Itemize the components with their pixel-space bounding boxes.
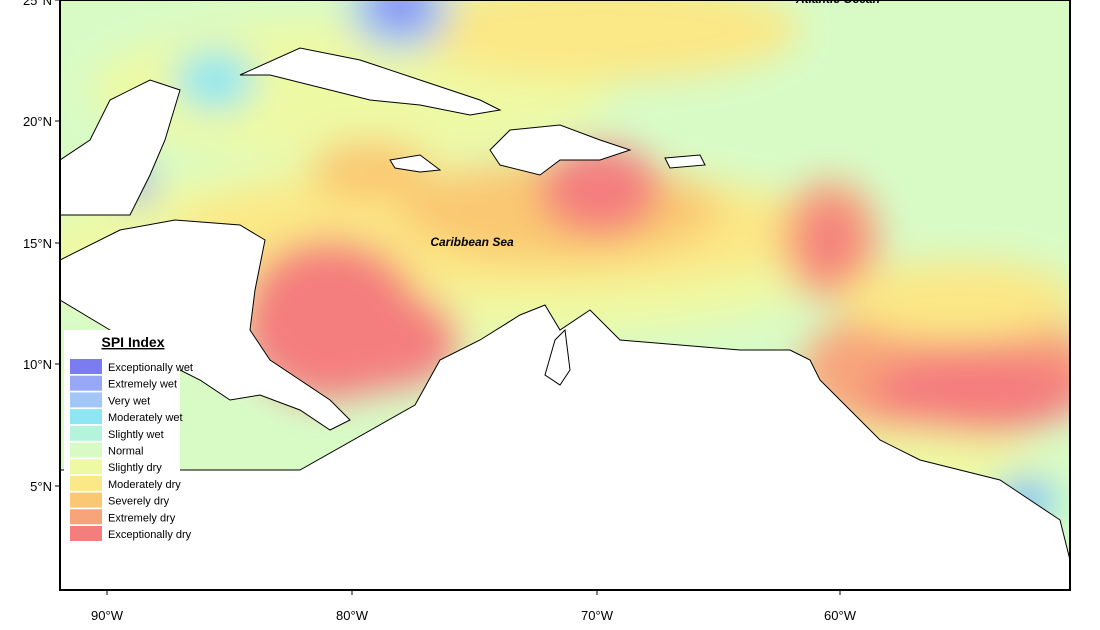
legend-swatch (70, 526, 102, 541)
legend-swatch (70, 375, 102, 391)
legend-swatch (70, 409, 102, 425)
legend-swatch (70, 459, 102, 475)
legend-title: SPI Index (101, 334, 164, 350)
legend-label: Very wet (108, 395, 150, 407)
legend-swatch (70, 425, 102, 441)
legend-swatch (70, 359, 102, 374)
lat-tick-label: 20°N (23, 114, 52, 129)
legend-label: Slightly wet (108, 429, 164, 441)
legend-label: Moderately wet (108, 412, 183, 424)
legend-swatch (70, 492, 102, 508)
lat-tick-label: 15°N (23, 236, 52, 251)
lat-tick-label: 25°N (23, 0, 52, 8)
legend-swatch (70, 509, 102, 525)
land (60, 0, 1070, 590)
legend-swatch (70, 392, 102, 408)
legend-swatch (70, 475, 102, 491)
lon-tick-label: 70°W (581, 608, 614, 623)
lat-tick-label: 5°N (30, 479, 52, 494)
legend-label: Normal (108, 446, 143, 458)
legend-label: Severely dry (108, 496, 170, 508)
legend-label: Extremely wet (108, 379, 177, 391)
lon-tick-label: 90°W (91, 608, 124, 623)
legend-label: Slightly dry (108, 462, 162, 474)
sea-label: Caribbean Sea (430, 235, 514, 249)
legend-label: Extremely dry (108, 512, 176, 524)
lon-tick-label: 80°W (336, 608, 369, 623)
legend-label: Exceptionally wet (108, 362, 193, 374)
lat-tick-label: 10°N (23, 357, 52, 372)
map-frame (59, 0, 1071, 591)
lon-tick-label: 60°W (824, 608, 857, 623)
spi-field (60, 0, 1070, 590)
legend-label: Exceptionally dry (108, 529, 192, 541)
legend-swatch (70, 442, 102, 458)
sea-label: Atlantic Ocean (795, 0, 880, 6)
legend-label: Moderately dry (108, 479, 181, 491)
